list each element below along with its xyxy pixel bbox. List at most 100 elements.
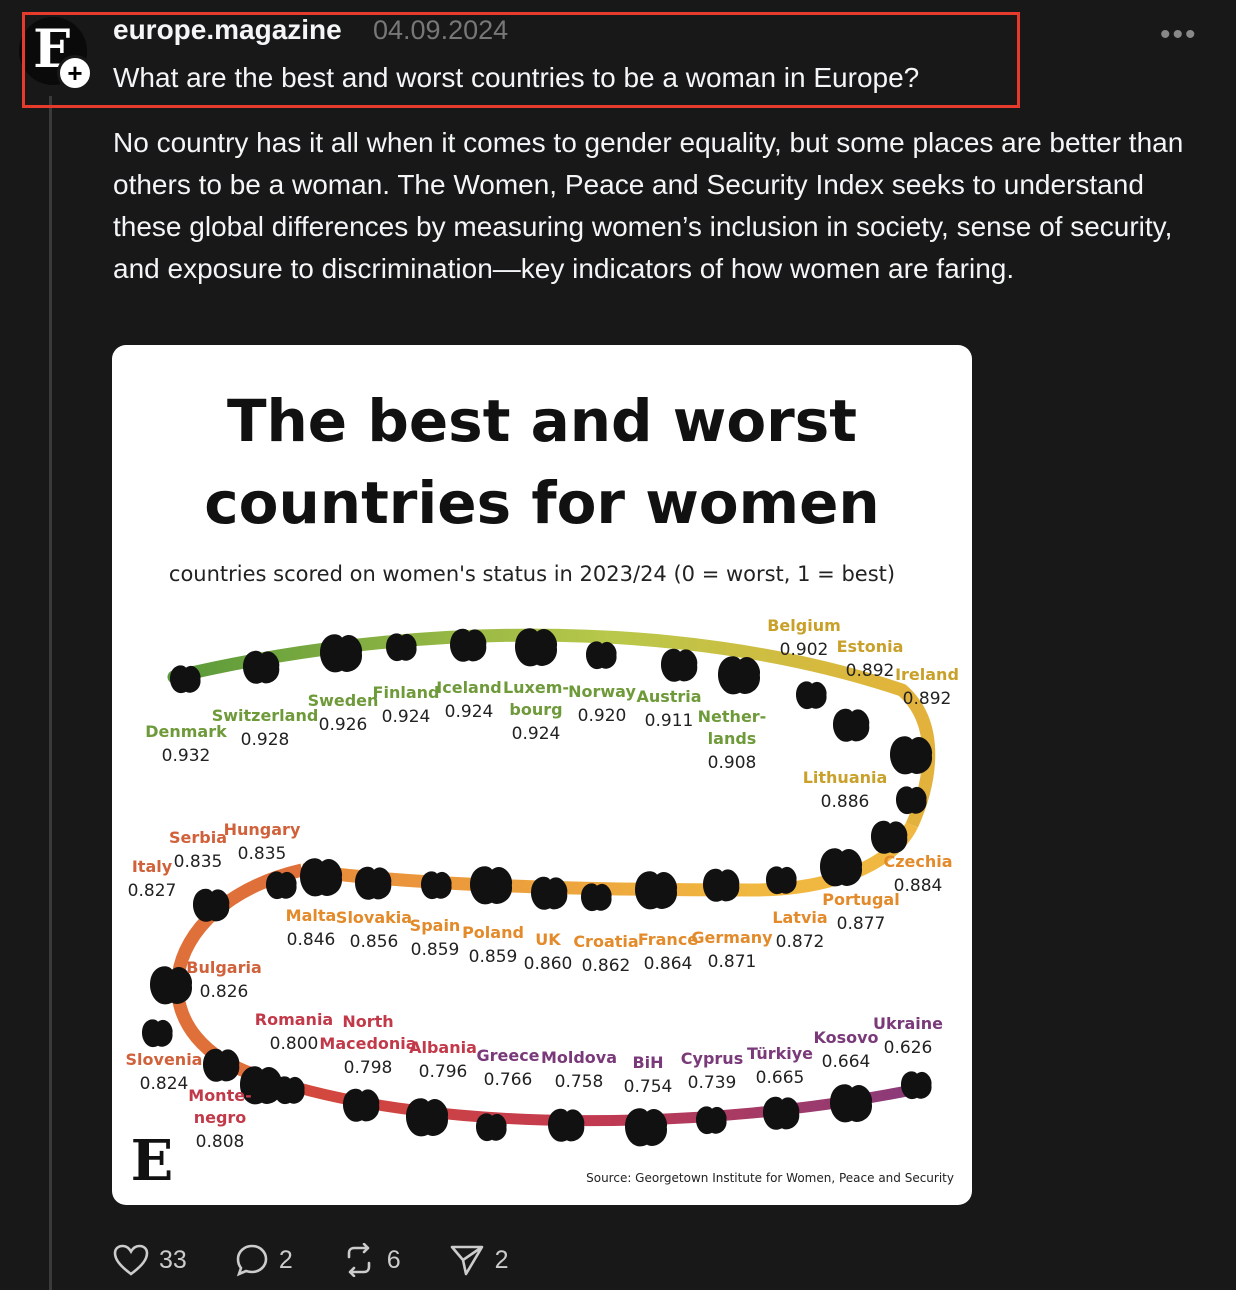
country-silhouette	[274, 1076, 305, 1105]
country-silhouette	[243, 650, 280, 684]
country-score: 0.835	[238, 844, 287, 864]
country-score: 0.856	[350, 932, 399, 952]
country-score: 0.924	[512, 724, 561, 744]
country-label: North Macedonia 0.798	[319, 1012, 416, 1078]
country-label: Finland 0.924	[373, 683, 440, 727]
country-name: Moldova	[541, 1048, 617, 1067]
country-silhouette	[820, 848, 863, 887]
country-name: Spain	[410, 916, 461, 935]
country-score: 0.798	[344, 1058, 393, 1078]
country-score: 0.800	[270, 1034, 319, 1054]
country-label: Estonia 0.892	[837, 637, 904, 681]
country-name: Macedonia	[319, 1034, 416, 1053]
country-label: BiH 0.754	[624, 1053, 673, 1097]
infographic-source: Source: Georgetown Institute for Women, …	[586, 1171, 954, 1185]
country-label: UK 0.860	[524, 930, 573, 974]
country-score: 0.892	[903, 689, 952, 709]
country-silhouette	[142, 1019, 173, 1048]
country-silhouette	[421, 871, 452, 900]
country-score: 0.846	[287, 930, 336, 950]
highlight-box	[22, 12, 1020, 108]
post-body: No country has it all when it comes to g…	[113, 127, 1184, 284]
country-silhouette	[763, 1096, 800, 1130]
country-label: Cyprus 0.739	[681, 1049, 743, 1093]
country-label: Hungary 0.835	[224, 820, 301, 864]
country-silhouette	[581, 883, 612, 912]
country-silhouette	[266, 871, 297, 900]
country-silhouette	[796, 681, 827, 710]
infographic-title-line2: countries for women	[204, 469, 879, 537]
country-name: Germany	[691, 928, 773, 947]
country-name: Albania	[409, 1038, 477, 1057]
country-silhouette	[300, 858, 343, 897]
country-name: Austria	[636, 687, 701, 706]
country-score: 0.862	[582, 956, 631, 976]
country-label: Spain 0.859	[410, 916, 461, 960]
country-name: Norway	[568, 682, 636, 701]
country-score: 0.932	[162, 746, 211, 766]
repost-count: 6	[386, 1245, 401, 1274]
country-label: Luxem-bourg 0.924	[503, 678, 569, 744]
country-silhouette	[871, 820, 908, 854]
more-horizontal-icon[interactable]: •••	[1160, 18, 1198, 51]
country-silhouette	[635, 871, 678, 910]
country-name: Poland	[462, 923, 524, 942]
country-score: 0.892	[846, 661, 895, 681]
country-score: 0.920	[578, 706, 627, 726]
country-silhouette	[450, 628, 487, 662]
username[interactable]: europe.magazine	[113, 14, 342, 45]
repost-icon	[347, 1243, 371, 1277]
heart-icon	[113, 1244, 149, 1276]
country-name: Finland	[373, 683, 440, 702]
like-button[interactable]: 33	[113, 1244, 187, 1276]
repost-button[interactable]: 6	[341, 1243, 401, 1277]
country-name: UK	[535, 930, 561, 949]
country-name: negro	[194, 1108, 247, 1127]
infographic-subtitle: countries scored on women's status in 20…	[169, 562, 895, 586]
share-button[interactable]: 2	[449, 1243, 509, 1277]
country-label: Germany 0.871	[691, 928, 773, 972]
country-silhouette	[203, 1048, 240, 1082]
country-name: Slovenia	[126, 1050, 203, 1069]
country-silhouette	[170, 665, 201, 694]
country-score: 0.796	[419, 1062, 468, 1082]
reply-button[interactable]: 2	[235, 1243, 293, 1277]
country-silhouette	[320, 634, 363, 673]
country-score: 0.665	[756, 1068, 805, 1088]
country-silhouette	[718, 656, 761, 695]
country-name: bourg	[509, 700, 562, 719]
country-label: Türkiye 0.665	[747, 1044, 813, 1088]
avatar[interactable]: E +	[19, 17, 93, 91]
share-count: 2	[494, 1245, 509, 1274]
like-count: 33	[159, 1245, 187, 1274]
country-label: Switzerland 0.928	[212, 706, 319, 750]
country-silhouette	[625, 1108, 668, 1147]
country-name: Italy	[132, 857, 173, 876]
country-score: 0.859	[469, 947, 518, 967]
country-name: Slovakia	[336, 908, 412, 927]
country-silhouette	[830, 1084, 873, 1123]
country-score: 0.826	[200, 982, 249, 1002]
country-name: Lithuania	[803, 768, 888, 787]
country-label: Belgium 0.902	[767, 616, 841, 660]
country-silhouette	[470, 866, 513, 905]
infographic-image[interactable]: The best and worst countries for women c…	[112, 345, 972, 1205]
country-silhouette	[661, 648, 698, 682]
country-name: BiH	[632, 1053, 663, 1072]
country-label: Croatia 0.862	[573, 932, 638, 976]
country-score: 0.758	[555, 1072, 604, 1092]
country-silhouette	[193, 888, 230, 922]
country-name: Luxem-	[503, 678, 569, 697]
country-label: Kosovo 0.664	[813, 1028, 878, 1072]
country-silhouette	[515, 628, 558, 667]
country-score: 0.884	[894, 876, 943, 896]
follow-plus-icon[interactable]: +	[57, 55, 93, 91]
country-score: 0.877	[837, 914, 886, 934]
country-label: Slovenia 0.824	[126, 1050, 203, 1094]
country-score: 0.754	[624, 1077, 673, 1097]
action-bar: 33 2 6 2	[113, 1243, 557, 1277]
country-score: 0.766	[484, 1070, 533, 1090]
country-label: Monte-negro 0.808	[188, 1086, 251, 1152]
thread-line	[49, 96, 52, 1290]
country-name: Türkiye	[747, 1044, 813, 1063]
